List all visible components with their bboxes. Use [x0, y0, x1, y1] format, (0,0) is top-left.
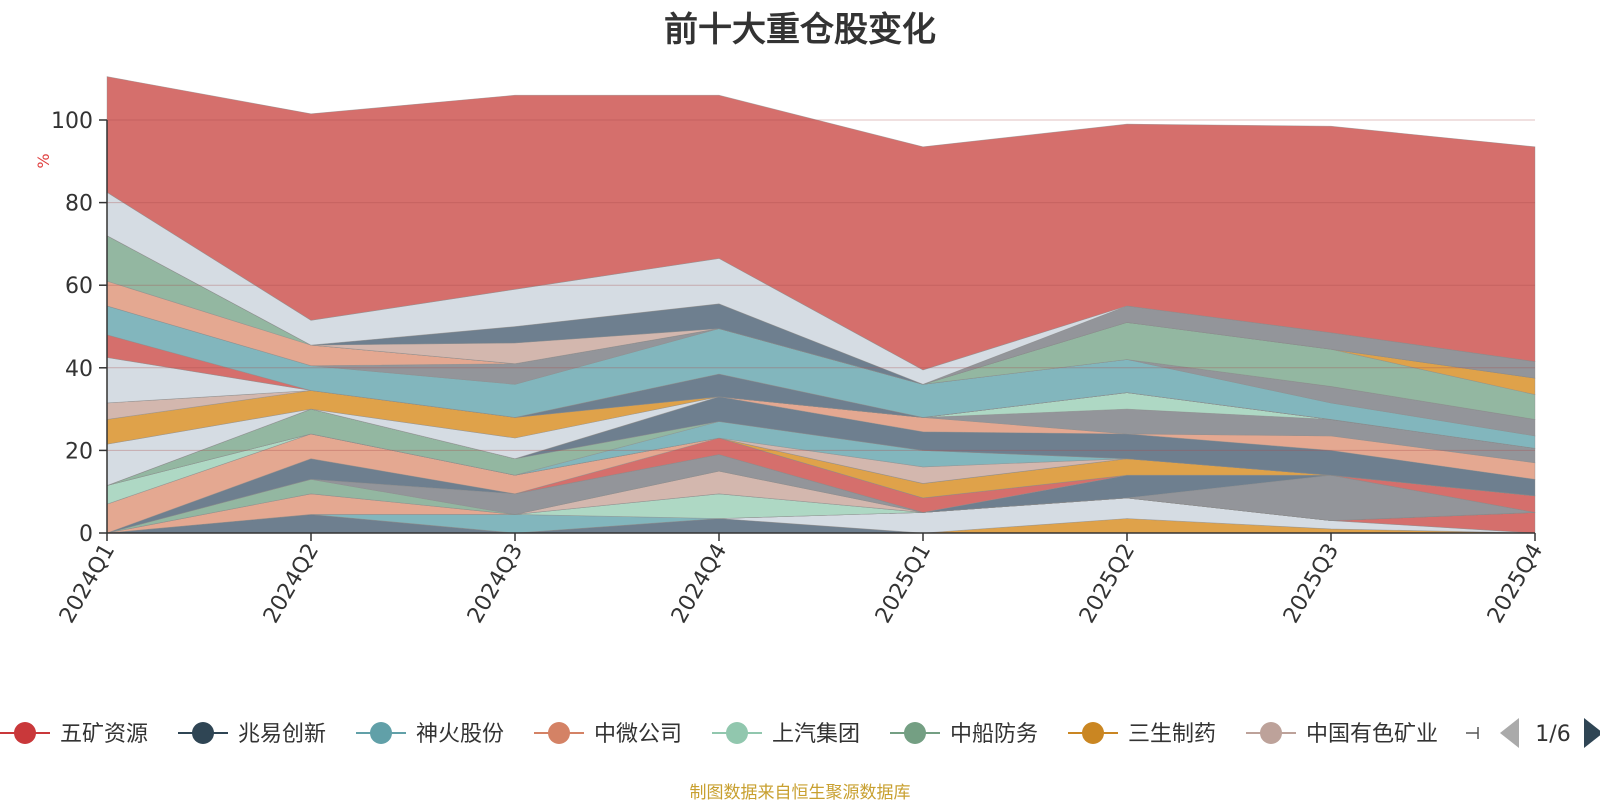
legend-prev-page-icon[interactable] [1500, 718, 1519, 748]
legend-label: 神火股份 [416, 722, 504, 747]
legend-marker [14, 722, 36, 744]
y-tick-label-80: 80 [65, 192, 93, 217]
legend-label: 三生制药 [1128, 722, 1216, 747]
legend-marker [726, 722, 748, 744]
legend-marker [548, 722, 570, 744]
plot-areas [106, 76, 1536, 534]
legend-marker [1260, 722, 1282, 744]
source-note: 制图数据来自恒生聚源数据库 [689, 783, 911, 803]
y-tick-label-100: 100 [51, 109, 93, 134]
x-tick-label-2025Q2: 2025Q2 [1075, 540, 1140, 628]
x-tick-label-2025Q1: 2025Q1 [871, 540, 936, 628]
legend-item-7[interactable]: 中国有色矿业 [1246, 722, 1438, 747]
x-tick-label-2024Q4: 2024Q4 [667, 540, 732, 628]
legend-label: 中国有色矿业 [1306, 722, 1438, 747]
y-tick-label-20: 20 [65, 439, 93, 464]
x-tick-label-2024Q1: 2024Q1 [55, 540, 120, 628]
legend-marker [192, 722, 214, 744]
y-axis-label: % [34, 153, 53, 168]
legend-item-4[interactable]: 上汽集团 [712, 722, 860, 747]
legend-label: 中微公司 [594, 722, 682, 747]
legend-label: 兆易创新 [238, 722, 326, 747]
legend-label: 上汽集团 [772, 722, 860, 747]
legend-item-0[interactable]: 五矿资源 [0, 722, 148, 747]
grid-lines [107, 119, 1535, 451]
legend: 五矿资源 兆易创新 神火股份 中微公司 上汽集团 中船防务 三生制药 中国有色矿业 1/6 [0, 718, 1600, 748]
area-series-37 [106, 76, 1536, 371]
x-tick-label-2024Q3: 2024Q3 [463, 540, 528, 628]
legend-item-1[interactable]: 兆易创新 [178, 722, 326, 747]
legend-marker [370, 722, 392, 744]
chart-title: 前十大重仓股变化 [664, 10, 936, 50]
legend-item-5[interactable]: 中船防务 [890, 722, 1038, 747]
legend-label: 五矿资源 [60, 722, 148, 747]
y-tick-label-60: 60 [65, 274, 93, 299]
legend-item-6[interactable]: 三生制药 [1068, 722, 1216, 747]
legend-page-indicator: 1/6 [1535, 722, 1570, 747]
legend-item-2[interactable]: 神火股份 [356, 722, 504, 747]
legend-marker [1082, 722, 1104, 744]
legend-next-page-icon[interactable] [1584, 718, 1600, 748]
x-tick-label-2024Q2: 2024Q2 [259, 540, 324, 628]
legend-marker [904, 722, 926, 744]
y-tick-label-40: 40 [65, 357, 93, 382]
legend-item-3[interactable]: 中微公司 [534, 722, 682, 747]
x-tick-label-2025Q4: 2025Q4 [1483, 540, 1548, 628]
y-tick-label-0: 0 [79, 522, 93, 547]
legend-label: 中船防务 [950, 722, 1038, 747]
x-tick-label-2025Q3: 2025Q3 [1279, 540, 1344, 628]
